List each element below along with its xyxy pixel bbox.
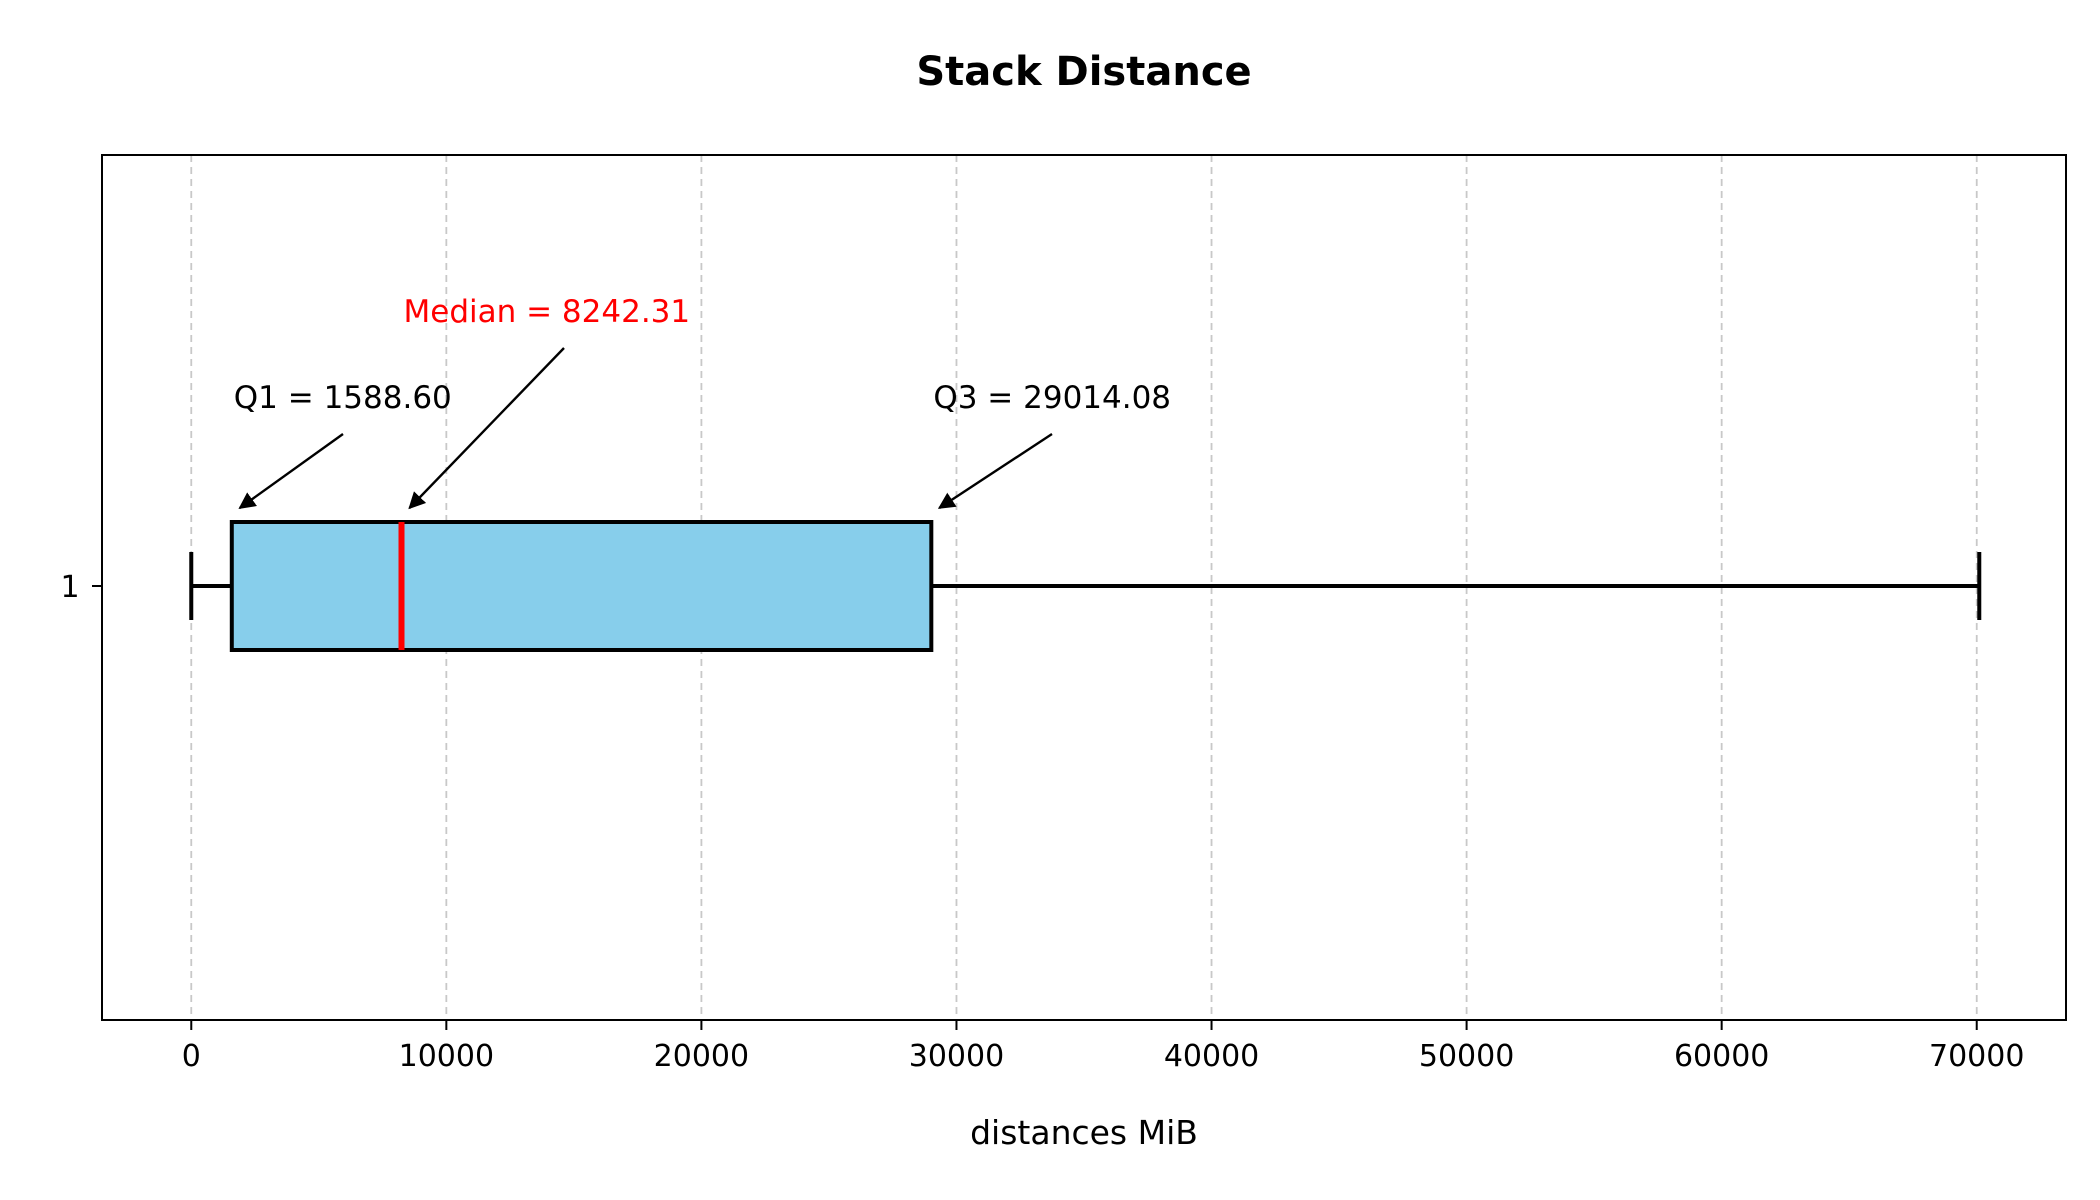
x-tick-label: 10000 — [399, 1039, 494, 1074]
q1-arrow — [238, 433, 344, 509]
iqr-box — [229, 520, 934, 652]
q3-arrow — [937, 432, 1053, 510]
median-annotation-label: Median = 8242.31 — [404, 294, 691, 330]
boxplot — [189, 520, 1982, 652]
chart-title: Stack Distance — [916, 49, 1251, 95]
plot-frame — [101, 154, 2067, 1021]
median-arrow — [408, 347, 565, 510]
y-tick-label: 1 — [60, 570, 79, 605]
axes: 0 10000 20000 30000 40000 50000 60000 70000 1 — [60, 570, 2024, 1074]
x-tick-label: 50000 — [1419, 1039, 1514, 1074]
q1-annotation-label: Q1 = 1588.60 — [234, 380, 452, 416]
x-axis-label: distances MiB — [970, 1113, 1198, 1152]
x-tick-label: 70000 — [1929, 1039, 2024, 1074]
x-tick-label: 0 — [182, 1039, 201, 1074]
x-tick-label: 60000 — [1674, 1039, 1769, 1074]
x-tick-label: 30000 — [909, 1039, 1004, 1074]
x-tick-label: 40000 — [1164, 1039, 1259, 1074]
x-tick-label: 20000 — [654, 1039, 749, 1074]
annotations: Q1 = 1588.60 Median = 8242.31 Q3 = 29014.0… — [234, 294, 1171, 510]
q3-annotation-label: Q3 = 29014.08 — [933, 380, 1171, 416]
